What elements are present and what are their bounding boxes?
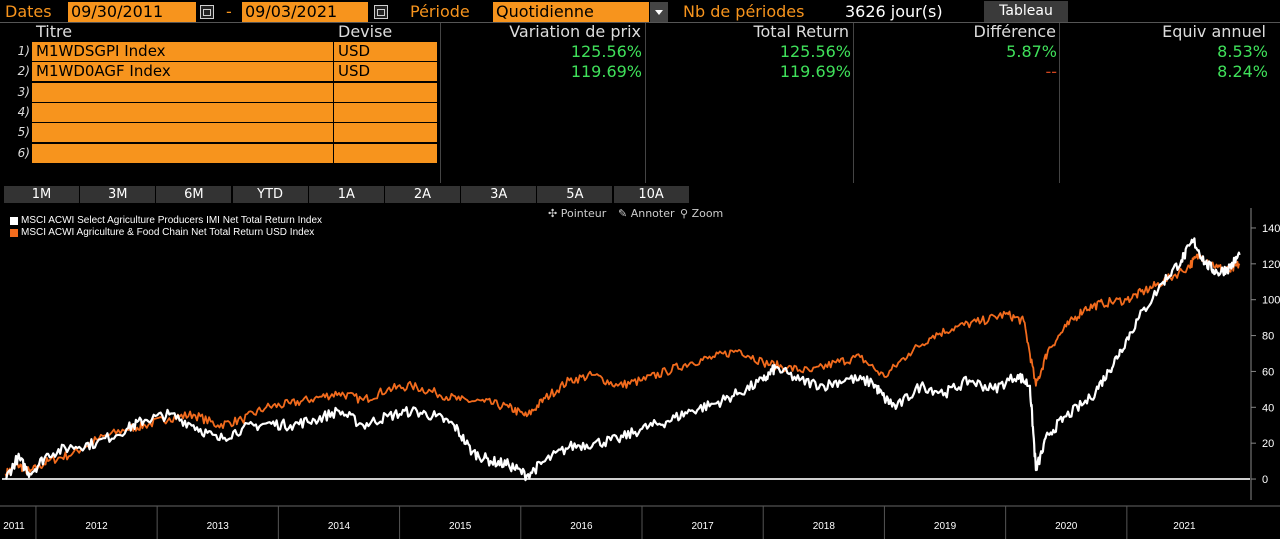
row-number: 5) <box>17 125 30 140</box>
period-button-1a[interactable]: 1A <box>308 186 384 203</box>
row-number: 2) <box>17 64 30 79</box>
annual-equiv-value: 8.24% <box>1217 62 1268 82</box>
zoom-tool[interactable]: ⚲ Zoom <box>680 207 723 221</box>
row-number: 6) <box>17 145 30 160</box>
y-tick-label: 80 <box>1262 331 1274 343</box>
y-tick-label: 20 <box>1262 438 1274 450</box>
price-variation-value: 119.69% <box>570 62 642 82</box>
x-tick-label: 2011 <box>3 521 25 532</box>
pencil-icon: ✎ <box>618 207 628 220</box>
annual-equiv-value: 8.53% <box>1217 42 1268 61</box>
title-cell[interactable]: M1WDSGPI Index <box>32 42 333 61</box>
y-tick-label: 120 <box>1262 259 1280 271</box>
start-date-input[interactable]: 09/30/2011 <box>68 2 196 22</box>
x-tick-label: 2015 <box>449 521 472 532</box>
price-variation-value: 125.56% <box>570 42 642 61</box>
period-button-6m[interactable]: 6M <box>156 186 232 203</box>
currency-cell[interactable] <box>334 123 437 143</box>
currency-cell[interactable] <box>334 102 437 122</box>
title-cell[interactable] <box>32 123 333 143</box>
start-calendar-icon[interactable] <box>200 5 214 19</box>
period-label: Période <box>410 2 470 21</box>
period-button-3a[interactable]: 3A <box>461 186 537 203</box>
annotate-tool[interactable]: ✎ Annoter <box>618 207 675 221</box>
header-devise[interactable]: Devise <box>338 22 393 41</box>
period-select[interactable]: Quotidienne <box>493 2 649 22</box>
annotate-label: Annoter <box>630 207 675 220</box>
period-button-10a[interactable]: 10A <box>613 186 689 203</box>
y-tick-label: 60 <box>1262 366 1274 378</box>
period-button-5a[interactable]: 5A <box>537 186 613 203</box>
y-tick-label: 140 <box>1262 223 1280 235</box>
series-line-2[interactable] <box>4 253 1241 479</box>
period-button-ytd[interactable]: YTD <box>232 186 308 203</box>
row-number: 1) <box>17 44 30 58</box>
legend-swatch-white <box>10 217 18 225</box>
legend-label-2: MSCI ACWI Agriculture & Food Chain Net T… <box>21 227 315 238</box>
period-button-2a[interactable]: 2A <box>385 186 460 203</box>
x-tick-label: 2021 <box>1173 521 1196 532</box>
difference-value: -- <box>1045 62 1057 82</box>
total-return-value: 119.69% <box>779 62 851 82</box>
currency-cell[interactable] <box>334 143 437 163</box>
currency-cell[interactable]: USD <box>334 62 437 82</box>
row-number: 4) <box>17 104 30 119</box>
dates-label: Dates <box>5 2 52 21</box>
x-tick-label: 2012 <box>85 521 108 532</box>
x-tick-label: 2020 <box>1055 521 1078 532</box>
period-dropdown-icon[interactable] <box>650 2 668 22</box>
title-cell[interactable] <box>32 82 333 102</box>
x-tick-label: 2017 <box>691 521 714 532</box>
returns-table <box>0 22 1280 185</box>
header-titre[interactable]: Titre <box>36 22 73 41</box>
pointer-label: Pointeur <box>560 207 607 220</box>
x-tick-label: 2013 <box>207 521 230 532</box>
series-line-1[interactable] <box>4 237 1241 482</box>
currency-cell[interactable]: USD <box>334 42 437 61</box>
end-date-input[interactable]: 09/03/2021 <box>242 2 368 22</box>
zoom-label: Zoom <box>691 207 724 220</box>
price-chart[interactable]: 0 20 40 60 80 100 120 140 2011 2012 2013 2014 2015 20… <box>0 200 1280 539</box>
pointer-tool[interactable]: ✣ Pointeur <box>548 207 606 221</box>
title-cell[interactable] <box>32 102 333 122</box>
end-calendar-icon[interactable] <box>374 5 388 19</box>
currency-cell[interactable] <box>334 82 437 102</box>
legend-item-2[interactable]: MSCI ACWI Agriculture & Food Chain Net T… <box>10 227 322 239</box>
legend-label-1: MSCI ACWI Select Agriculture Producers I… <box>21 215 323 226</box>
tableau-button[interactable]: Tableau <box>984 1 1068 22</box>
header-total-return[interactable]: Total Return <box>753 22 849 41</box>
difference-value: 5.87% <box>1006 42 1057 61</box>
header-price-variation[interactable]: Variation de prix <box>509 22 641 41</box>
x-tick-label: 2016 <box>570 521 593 532</box>
chart-legend: MSCI ACWI Select Agriculture Producers I… <box>10 215 323 239</box>
total-return-value: 125.56% <box>779 42 851 61</box>
magnifier-icon: ⚲ <box>680 207 689 220</box>
y-tick-label: 100 <box>1262 295 1280 307</box>
date-separator: - <box>226 2 232 21</box>
x-tick-label: 2019 <box>934 521 957 532</box>
row-number: 3) <box>17 84 30 99</box>
period-button-1m[interactable]: 1M <box>4 186 79 203</box>
legend-item-1[interactable]: MSCI ACWI Select Agriculture Producers I… <box>10 215 322 227</box>
nb-periods-label: Nb de périodes <box>683 2 805 21</box>
legend-swatch-orange <box>10 229 18 237</box>
y-tick-label: 0 <box>1262 474 1268 486</box>
x-tick-label: 2014 <box>328 521 351 532</box>
title-cell[interactable]: M1WD0AGF Index <box>32 62 333 82</box>
header-difference[interactable]: Différence <box>973 22 1056 41</box>
header-annual-equiv[interactable]: Equiv annuel <box>1162 22 1266 41</box>
title-cell[interactable] <box>32 143 333 163</box>
period-button-3m[interactable]: 3M <box>80 186 156 203</box>
pointer-icon: ✣ <box>548 207 558 220</box>
y-tick-label: 40 <box>1262 402 1274 414</box>
x-tick-label: 2018 <box>813 521 836 532</box>
nb-periods-value: 3626 jour(s) <box>845 2 943 21</box>
